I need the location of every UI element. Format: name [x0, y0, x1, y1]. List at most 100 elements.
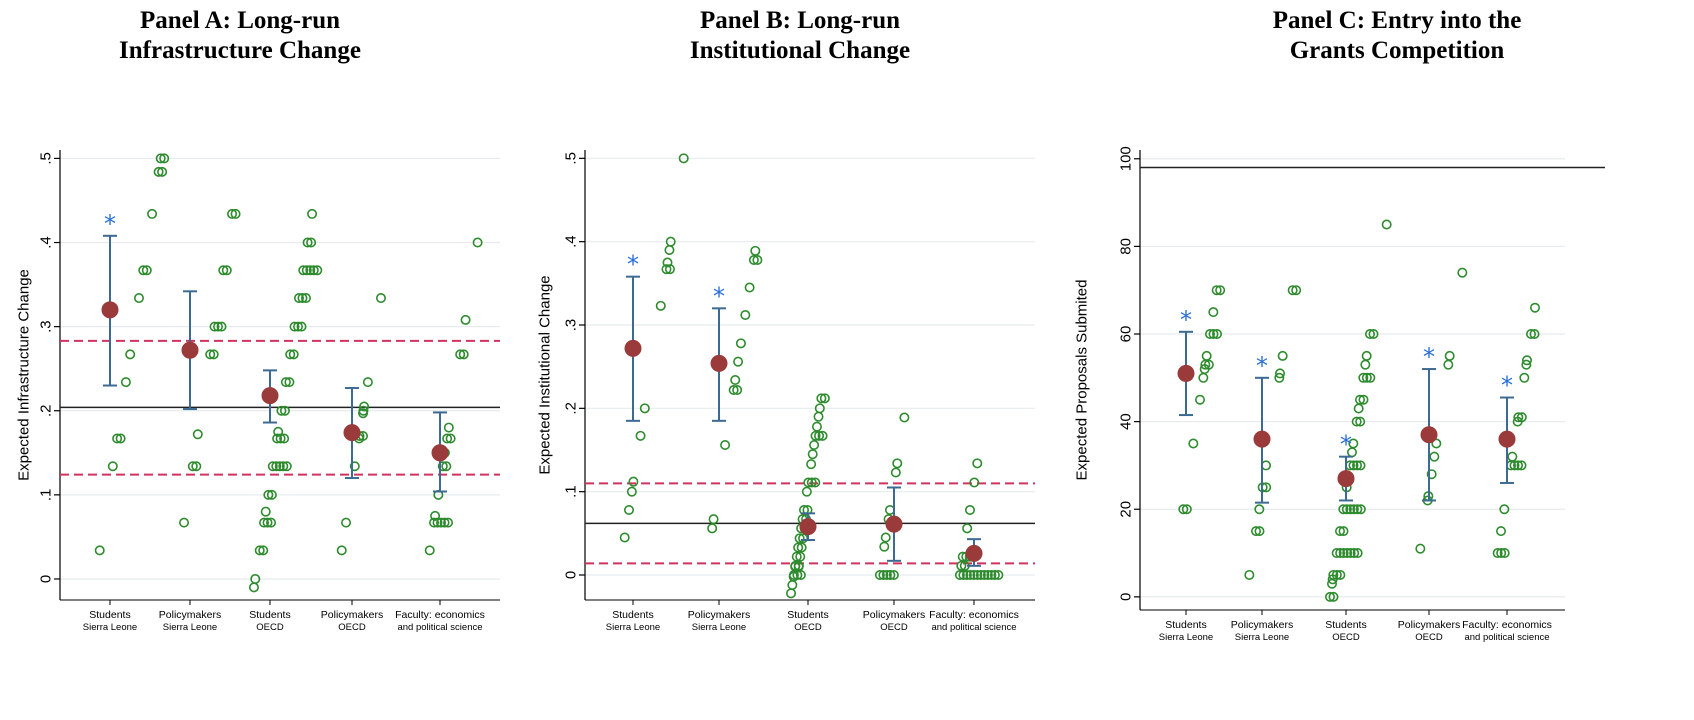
data-point [1525, 328, 1536, 339]
data-point [1211, 285, 1222, 296]
data-point [1195, 394, 1206, 405]
x-tick-sublabel: OECD [256, 622, 284, 633]
data-point [259, 517, 270, 528]
data-point [880, 532, 891, 543]
data-point [1426, 469, 1437, 480]
data-point [1244, 569, 1255, 580]
data-point [1342, 548, 1353, 559]
data-point [958, 569, 969, 580]
data-point [1499, 548, 1510, 559]
data-point [267, 461, 278, 472]
data-point [429, 517, 440, 528]
data-point [986, 569, 997, 580]
y-tick-label: .3 [38, 320, 55, 333]
data-point [1352, 460, 1363, 471]
data-point [455, 349, 466, 360]
data-point [810, 430, 821, 441]
data-point [263, 489, 274, 500]
data-point [787, 579, 798, 590]
data-point [661, 264, 672, 275]
data-point [1254, 526, 1265, 537]
data-point [720, 439, 731, 450]
data-point [1287, 285, 1298, 296]
data-point [806, 477, 817, 488]
data-point [460, 314, 471, 325]
data-point [750, 245, 761, 256]
data-point [279, 405, 290, 416]
data-point [1444, 350, 1455, 361]
data-point [254, 545, 265, 556]
data-point [1215, 285, 1226, 296]
data-point [708, 514, 719, 525]
panel-a-title: Panel A: Long-run Infrastructure Change [0, 6, 520, 66]
y-tick-label: .4 [563, 235, 580, 248]
data-point [1181, 504, 1192, 515]
data-point [443, 422, 454, 433]
panel-a-plot: 0 .1 .2 .3 .4 .5 Expected Infrastructure Chang… [16, 150, 500, 633]
data-point [733, 356, 744, 367]
data-point [436, 517, 447, 528]
data-point [362, 377, 373, 388]
data-point [179, 517, 190, 528]
data-point [1529, 302, 1540, 313]
data-point [885, 569, 896, 580]
data-point [1519, 372, 1530, 383]
data-point [281, 461, 292, 472]
mean-marker [799, 518, 817, 536]
data-point [664, 264, 675, 275]
data-point [266, 489, 277, 500]
significance-star: * [713, 282, 725, 310]
data-point [1345, 548, 1356, 559]
data-point [728, 384, 739, 395]
data-point [1212, 328, 1223, 339]
data-point [1188, 438, 1199, 449]
mean-marker [181, 341, 199, 359]
data-point [1331, 569, 1342, 580]
data-point [1521, 355, 1532, 366]
x-tick-sublabel: OECD [794, 622, 822, 633]
data-point [1328, 591, 1339, 602]
significance-star: * [627, 251, 639, 279]
data-point [289, 321, 300, 332]
data-point [1516, 412, 1527, 423]
panel-b: Panel B: Long-run Institutional Change 0… [537, 0, 1120, 720]
x-tick-sublabel: Sierra Leone [1235, 632, 1289, 643]
data-point [982, 569, 993, 580]
mean-marker [1337, 470, 1355, 488]
data-point [1529, 328, 1540, 339]
data-point [1457, 267, 1468, 278]
data-point [297, 293, 308, 304]
data-point [1277, 350, 1288, 361]
data-point [814, 403, 825, 414]
mean-marker [101, 301, 119, 319]
data-point [890, 467, 901, 478]
significance-star: * [1501, 372, 1513, 400]
data-point [1368, 328, 1379, 339]
data-point [954, 569, 965, 580]
x-tick-sublabel: Sierra Leone [606, 622, 660, 633]
data-point [1355, 460, 1366, 471]
data-point [1352, 548, 1363, 559]
data-point [744, 282, 755, 293]
data-point [227, 208, 238, 219]
data-point [813, 411, 824, 422]
data-point [1351, 416, 1362, 427]
data-point [735, 338, 746, 349]
x-tick-sublabel: and political science [931, 622, 1016, 633]
data-point [888, 569, 899, 580]
data-point [293, 293, 304, 304]
y-axis-label: Expected Proposals Submited [1074, 280, 1091, 481]
data-point [192, 429, 203, 440]
data-point [748, 255, 759, 266]
data-point [1361, 350, 1372, 361]
data-point [809, 439, 820, 450]
data-point [1254, 504, 1265, 515]
data-point [115, 433, 126, 444]
mean-marker [1177, 364, 1195, 382]
data-point [274, 461, 285, 472]
significance-star: * [1180, 306, 1192, 334]
data-point [752, 255, 763, 266]
data-point [678, 153, 689, 164]
data-point [1521, 359, 1532, 370]
data-point [964, 504, 975, 515]
